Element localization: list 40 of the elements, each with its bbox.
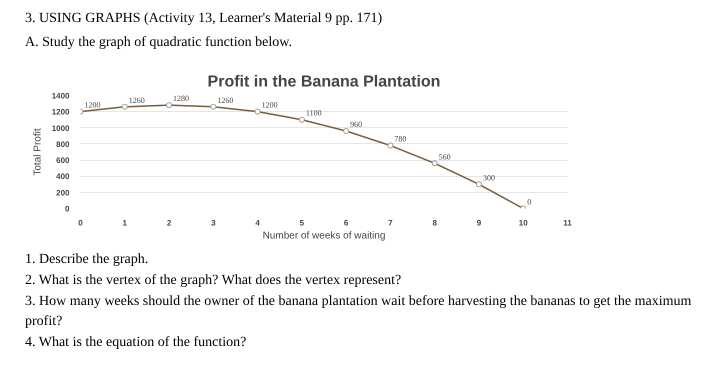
- y-tick-label: 1000: [52, 124, 70, 133]
- y-tick-label: 400: [56, 172, 70, 182]
- text: 3. USING GRAPHS (Activity 13, Learner's Material 9 pp. 171): [25, 10, 382, 28]
- data-label: 1200: [84, 100, 100, 110]
- data-label: 300: [482, 173, 495, 182]
- y-tick-label: 1400: [52, 92, 70, 100]
- x-tick-label: 1: [122, 218, 128, 228]
- x-tick-label: 2: [166, 218, 172, 228]
- y-tick-label: 0: [65, 204, 70, 214]
- x-tick-label: 3: [211, 218, 216, 228]
- data-label: 780: [394, 134, 406, 144]
- text: 4. What is the equation of the function?: [25, 334, 248, 352]
- text: 1. Describe the graph.: [25, 251, 150, 269]
- text: A. Study the graph of quadratic function below.: [25, 34, 293, 52]
- data-label: 560: [438, 152, 451, 162]
- data-label: 1260: [128, 96, 145, 105]
- x-tick-label: 0: [78, 218, 84, 228]
- y-axis-title: Total Profit: [32, 128, 44, 176]
- y-tick-label: 200: [56, 188, 70, 198]
- y-tick-label: 600: [56, 156, 70, 166]
- x-tick-label: 4: [255, 218, 260, 228]
- chart-title: Profit in the Banana Plantation: [208, 74, 440, 90]
- y-tick-label: 800: [56, 140, 70, 149]
- x-axis-title: Number of weeks of waiting: [262, 230, 386, 242]
- data-label: 1200: [262, 100, 278, 110]
- data-label: 1280: [173, 94, 190, 104]
- x-tick-label: 8: [432, 218, 438, 228]
- x-tick-label: 10: [518, 218, 528, 228]
- text: 2. What is the vertex of the graph? What does the vertex represent?: [25, 272, 402, 290]
- x-tick-label: 7: [388, 218, 394, 228]
- data-label: 960: [350, 120, 362, 130]
- data-label: 1100: [306, 108, 322, 118]
- x-tick-label: 6: [344, 218, 349, 228]
- data-label: 1260: [217, 96, 234, 105]
- x-tick-label: 5: [300, 218, 305, 228]
- x-tick-label: 9: [476, 218, 482, 228]
- y-tick-label: 1200: [52, 108, 70, 117]
- data-label: 0: [527, 198, 532, 206]
- text: 3. How many weeks should the owner of the banana plantation wait before harvesting the bananas to get the maximum profit?: [25, 293, 692, 331]
- x-tick-label: 11: [563, 218, 572, 228]
